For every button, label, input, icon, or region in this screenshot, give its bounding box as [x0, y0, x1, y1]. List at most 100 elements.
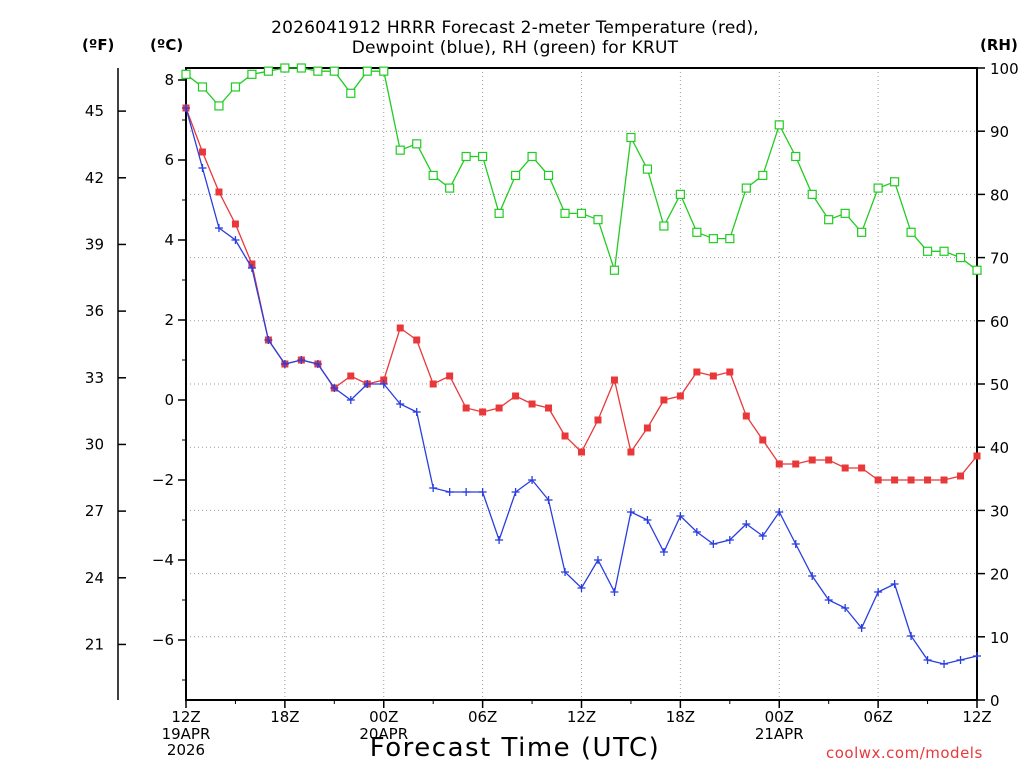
rh-point — [280, 63, 290, 73]
celsius-unit-label: (ºC) — [150, 36, 184, 54]
rh-point — [840, 208, 850, 218]
series-dewpoint — [182, 104, 981, 668]
rh-point — [955, 253, 966, 263]
rh-point — [609, 265, 620, 275]
dewpoint-point — [824, 596, 833, 604]
temperature-point — [594, 416, 602, 424]
fahrenheit-tick-label: 45 — [85, 102, 104, 120]
dewpoint-point — [973, 652, 981, 660]
dewpoint-point — [692, 528, 701, 536]
dewpoint-point — [841, 604, 850, 612]
temperature-point — [462, 404, 470, 412]
rh-tick-label: 70 — [990, 250, 1009, 268]
rh-point — [527, 151, 537, 162]
fahrenheit-tick-label: 30 — [85, 435, 104, 453]
dewpoint-point — [791, 540, 800, 548]
temperature-point — [841, 464, 849, 472]
temperature-point — [495, 404, 503, 412]
rh-tick-label: 100 — [990, 60, 1019, 78]
x-tick-label: 00Z — [369, 708, 398, 726]
temperature-point — [627, 448, 635, 456]
credit-link[interactable]: coolwx.com/models — [826, 744, 983, 762]
dewpoint-point — [297, 356, 306, 364]
rh-point — [412, 139, 422, 149]
celsius-tick-label: 8 — [164, 71, 174, 89]
dewpoint-point — [923, 656, 932, 664]
dewpoint-point — [330, 384, 339, 392]
series-rh — [181, 63, 982, 275]
rh-point — [230, 82, 241, 92]
dewpoint-point — [857, 624, 866, 632]
rh-point — [560, 208, 570, 218]
temperature-point — [858, 464, 866, 472]
rh-tick-label: 90 — [990, 123, 1009, 141]
rh-tick-label: 10 — [990, 629, 1009, 647]
rh-point — [346, 88, 356, 98]
axes: −6−4−20246821242730333639424501020304050… — [85, 60, 1019, 759]
dewpoint-point — [429, 484, 438, 492]
rh-tick-label: 40 — [990, 439, 1009, 457]
temperature-point — [429, 380, 437, 388]
temperature-point — [396, 324, 404, 332]
x-date-label: 2026 — [167, 741, 205, 759]
dewpoint-point — [478, 488, 487, 496]
dewpoint-point — [280, 360, 289, 368]
rh-tick-label: 0 — [990, 692, 1000, 710]
temperature-point — [561, 432, 569, 440]
dewpoint-point — [214, 224, 223, 232]
rh-point — [824, 215, 834, 225]
rh-line — [185, 67, 978, 271]
x-tick-label: 18Z — [666, 708, 695, 726]
temperature-point — [578, 448, 585, 456]
rh-point — [445, 183, 455, 193]
rh-unit-label: (RH) — [980, 36, 1018, 54]
temperature-point — [545, 404, 553, 412]
temperature-point — [198, 148, 206, 156]
dewpoint-point — [412, 408, 421, 416]
temperature-point — [215, 188, 223, 196]
rh-point — [296, 63, 306, 73]
temperature-point — [940, 476, 948, 484]
dewpoint-point — [890, 580, 899, 588]
temperature-point — [792, 460, 800, 468]
rh-point — [197, 82, 208, 92]
fahrenheit-tick-label: 42 — [85, 169, 104, 187]
rh-point — [329, 66, 339, 76]
rh-point — [362, 66, 372, 76]
temperature-point — [676, 392, 684, 400]
rh-point — [593, 215, 603, 225]
celsius-tick-label: −2 — [152, 471, 174, 489]
dewpoint-point — [610, 588, 619, 596]
x-tick-label: 06Z — [468, 708, 497, 726]
dewpoint-point — [396, 400, 405, 408]
temperature-point — [874, 476, 882, 484]
grid-lines — [186, 68, 977, 700]
dewpoint-point — [725, 536, 734, 544]
rh-point — [494, 208, 504, 218]
temperature-point — [907, 476, 915, 484]
dewpoint-point — [247, 264, 256, 272]
dewpoint-point — [643, 516, 652, 524]
rh-point — [576, 208, 587, 218]
rh-tick-label: 30 — [990, 502, 1009, 520]
celsius-tick-label: −6 — [152, 631, 174, 649]
rh-point — [807, 189, 817, 199]
rh-point — [939, 246, 949, 256]
dewpoint-point — [940, 660, 949, 668]
dewpoint-point — [561, 568, 570, 576]
fahrenheit-unit-label: (ºF) — [82, 36, 115, 54]
rh-tick-label: 50 — [990, 376, 1009, 394]
temperature-point — [891, 476, 899, 484]
fahrenheit-tick-label: 39 — [85, 235, 104, 253]
dewpoint-point — [313, 360, 322, 368]
rh-point — [642, 164, 653, 174]
fahrenheit-tick-label: 36 — [85, 302, 104, 320]
x-tick-label: 06Z — [863, 708, 892, 726]
rh-tick-label: 80 — [990, 186, 1009, 204]
temperature-point — [775, 460, 783, 468]
rh-point — [758, 170, 768, 181]
dewpoint-point — [231, 236, 240, 244]
chart-title-line1: 2026041912 HRRR Forecast 2-meter Tempera… — [271, 18, 759, 38]
temperature-point — [512, 392, 520, 400]
temperature-point — [231, 220, 239, 228]
